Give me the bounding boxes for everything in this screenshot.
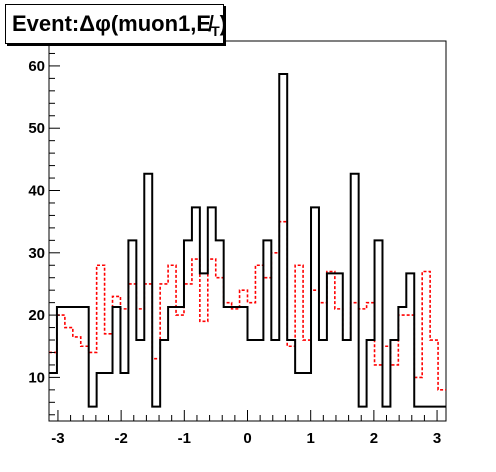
y-tick-label: 50 <box>28 120 45 137</box>
y-tick-label: 20 <box>28 307 45 324</box>
title-subscript: T <box>211 23 220 39</box>
series-dashed-line <box>49 220 446 391</box>
x-tick-label: 3 <box>433 430 441 447</box>
series-layer <box>49 73 446 408</box>
y-tick-label: 10 <box>28 369 45 386</box>
chart-title: Event: Δ φ (muon1, E̸ T ) <box>5 4 227 44</box>
title-phi-symbol: φ <box>95 11 111 36</box>
y-axis: 10 20 30 40 50 60 <box>28 40 60 416</box>
title-met-symbol: E̸ <box>196 11 212 36</box>
x-tick-label: -3 <box>51 430 64 447</box>
x-tick-label: 2 <box>370 430 378 447</box>
x-tick-label: 1 <box>307 430 315 447</box>
x-axis: -3 -2 -1 0 1 2 3 <box>51 410 441 447</box>
y-tick-label: 60 <box>28 58 45 75</box>
title-open: (muon1, <box>110 11 197 36</box>
series-solid-line <box>49 73 446 408</box>
title-close: ) <box>219 11 227 36</box>
x-tick-label: -2 <box>114 430 127 447</box>
x-tick-label: 0 <box>243 430 251 447</box>
x-tick-label: -1 <box>178 430 191 447</box>
y-tick-label: 40 <box>28 183 45 200</box>
title-prefix: Event: <box>12 11 80 36</box>
y-tick-label: 30 <box>28 245 45 262</box>
title-delta-symbol: Δ <box>79 11 96 36</box>
plot-frame <box>48 40 447 422</box>
